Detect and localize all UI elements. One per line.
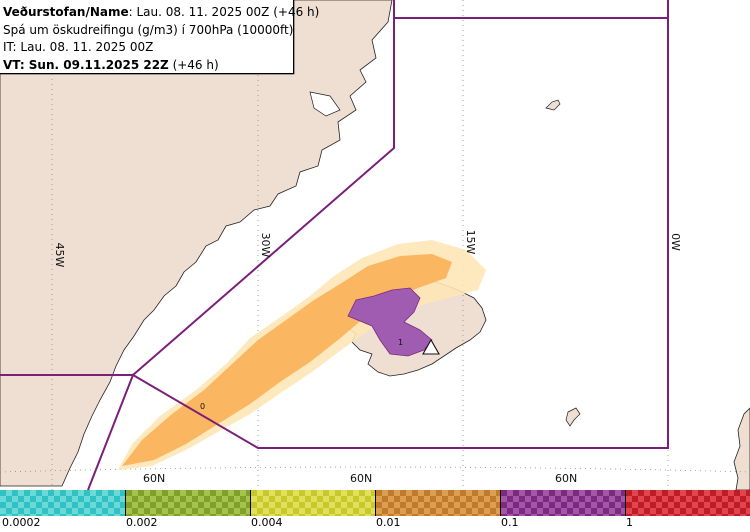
lat-label-3: 60N bbox=[555, 472, 577, 485]
valid-time-offset: (+46 h) bbox=[168, 57, 219, 72]
legend-label-4: 0.01 bbox=[376, 516, 401, 529]
lon-label-45w: 45W bbox=[53, 243, 66, 268]
legend-swatch-6 bbox=[625, 490, 750, 516]
legend-label-1: 0.0002 bbox=[2, 516, 41, 529]
legend-label-3: 0.004 bbox=[251, 516, 283, 529]
legend-label-6: 1 bbox=[626, 516, 633, 529]
legend-swatch-4 bbox=[375, 490, 500, 516]
lat-label-2: 60N bbox=[350, 472, 372, 485]
fir-boundary bbox=[0, 0, 669, 490]
concentration-legend bbox=[0, 490, 750, 516]
greenland-fjord bbox=[309, 91, 341, 117]
name-line: Veðurstofan/Name: Lau. 08. 11. 2025 00Z … bbox=[3, 4, 319, 22]
issue-time: IT: Lau. 08. 11. 2025 00Z bbox=[3, 40, 154, 54]
legend-swatch-1 bbox=[0, 490, 125, 516]
jan-mayen-island bbox=[545, 99, 561, 111]
greenland-landmass bbox=[0, 0, 393, 487]
ash-plume-high bbox=[347, 287, 433, 357]
faroe-islands bbox=[565, 407, 581, 427]
ash-plume bbox=[118, 240, 486, 470]
lon-label-0w: 0W bbox=[669, 233, 682, 251]
legend-labels: 0.0002 0.002 0.004 0.01 0.1 1 bbox=[0, 516, 750, 532]
lon-label-15w: 15W bbox=[464, 230, 477, 255]
lon-label-30w: 30W bbox=[259, 233, 272, 258]
contour-label-1: 1 bbox=[398, 338, 403, 347]
norway-coast bbox=[733, 407, 750, 490]
longitude-labels: 45W 30W 15W 0W bbox=[53, 230, 682, 268]
legend-swatch-3 bbox=[250, 490, 375, 516]
contour-label-0: 0 bbox=[200, 402, 205, 411]
valid-time-line: VT: Sun. 09.11.2025 22Z (+46 h) bbox=[3, 57, 293, 75]
run-time: : Lau. 08. 11. 2025 00Z (+46 h) bbox=[128, 5, 320, 19]
plume-contour-labels: 0 1 bbox=[200, 338, 403, 411]
ash-forecast-map: 45W 30W 15W 0W 60N 60N 60N 0 1 bbox=[0, 0, 750, 490]
lat-label-1: 60N bbox=[143, 472, 165, 485]
legend-swatch-2 bbox=[125, 490, 250, 516]
volcano-marker bbox=[422, 338, 440, 355]
product-description: Spá um öskudreifingu (g/m3) í 700hPa (10… bbox=[3, 22, 294, 37]
legend-swatch-5 bbox=[500, 490, 625, 516]
legend-label-2: 0.002 bbox=[126, 516, 158, 529]
legend-label-5: 0.1 bbox=[501, 516, 519, 529]
valid-time: VT: Sun. 09.11.2025 22Z bbox=[3, 57, 169, 72]
latitude-labels: 60N 60N 60N bbox=[143, 472, 577, 485]
agency-name: Veðurstofan/Name bbox=[3, 5, 129, 19]
forecast-info-box: Veðurstofan/Name: Lau. 08. 11. 2025 00Z … bbox=[0, 0, 319, 75]
